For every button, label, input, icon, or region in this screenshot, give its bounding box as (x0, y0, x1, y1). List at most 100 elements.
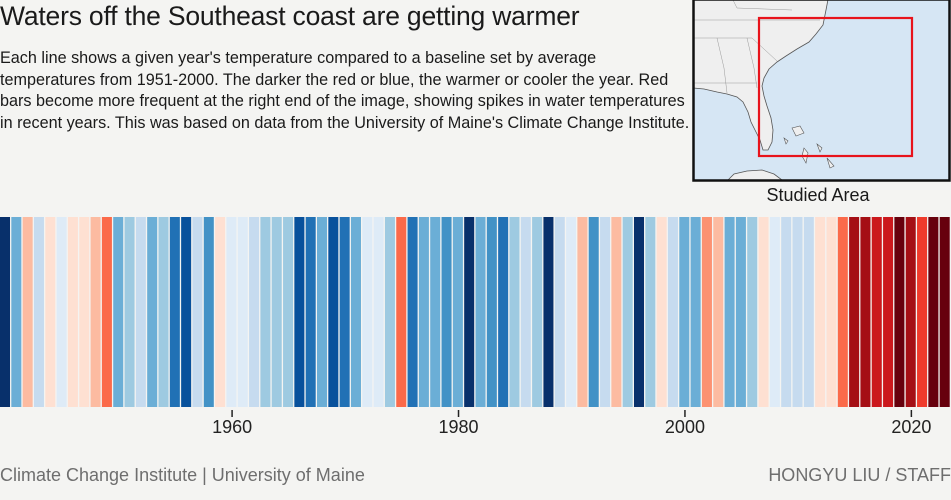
stripe-2021 (917, 217, 928, 407)
studied-area-highlight (757, 16, 914, 158)
tick-label-1960: 1960 (212, 417, 252, 437)
stripe-1947 (79, 217, 90, 407)
stripe-1985 (509, 217, 520, 407)
stripe-1958 (203, 217, 214, 407)
stripe-1940 (0, 217, 11, 407)
stripe-2022 (928, 217, 939, 407)
stripe-1961 (237, 217, 248, 407)
stripe-1959 (215, 217, 226, 407)
stripe-2019 (894, 217, 905, 407)
stripe-2016 (860, 217, 871, 407)
tick-label-2000: 2000 (665, 417, 705, 437)
stripe-2006 (747, 217, 758, 407)
stripe-1964 (271, 217, 282, 407)
stripe-1960 (226, 217, 237, 407)
stripe-1992 (588, 217, 599, 407)
stripe-1991 (577, 217, 588, 407)
chart-description: Each line shows a given year's temperatu… (0, 49, 690, 132)
stripe-1971 (350, 217, 361, 407)
stripe-1974 (384, 217, 395, 407)
stripe-1996 (634, 217, 645, 407)
source-credit: Climate Change Institute | University of… (0, 465, 365, 485)
stripe-1970 (339, 217, 350, 407)
stripe-1963 (260, 217, 271, 407)
map-caption: Studied Area (766, 185, 870, 205)
stripe-1977 (418, 217, 429, 407)
stripe-1981 (464, 217, 475, 407)
map-border (692, 0, 951, 182)
stripe-2013 (826, 217, 837, 407)
stripe-1972 (362, 217, 373, 407)
graphic-credit: HONGYU LIU / STAFF (768, 465, 951, 485)
stripe-2023 (939, 217, 950, 407)
stripe-1999 (667, 217, 678, 407)
stripe-1943 (33, 217, 44, 407)
stripe-1969 (328, 217, 339, 407)
stripe-1993 (600, 217, 611, 407)
stripe-1975 (396, 217, 407, 407)
stripe-2000 (679, 217, 690, 407)
stripe-1973 (373, 217, 384, 407)
stripe-2008 (769, 217, 780, 407)
x-axis: 1960 1980 2000 2020 (212, 410, 931, 437)
stripe-1986 (520, 217, 531, 407)
stripe-1987 (532, 217, 543, 407)
stripe-1994 (611, 217, 622, 407)
studied-area-map (692, 0, 951, 182)
stripe-1965 (283, 217, 294, 407)
stripe-1989 (554, 217, 565, 407)
stripe-1954 (158, 217, 169, 407)
stripe-2018 (883, 217, 894, 407)
stripe-2001 (690, 217, 701, 407)
stripe-1955 (169, 217, 180, 407)
stripe-1953 (147, 217, 158, 407)
stripe-1951 (124, 217, 135, 407)
stripe-2004 (724, 217, 735, 407)
map-state-lines (693, 0, 820, 94)
stripe-1976 (407, 217, 418, 407)
stripe-2017 (871, 217, 882, 407)
stripe-1990 (566, 217, 577, 407)
stripe-1978 (430, 217, 441, 407)
tick-label-2020: 2020 (891, 417, 931, 437)
stripe-1944 (45, 217, 56, 407)
stripe-1966 (294, 217, 305, 407)
stripe-2020 (905, 217, 916, 407)
stripe-1948 (90, 217, 101, 407)
stripe-1982 (475, 217, 486, 407)
stripe-1997 (645, 217, 656, 407)
chart-title: Waters off the Southeast coast are getti… (0, 1, 580, 31)
map-land (693, 0, 829, 151)
stripe-1962 (249, 217, 260, 407)
stripe-2014 (837, 217, 848, 407)
stripe-1945 (56, 217, 67, 407)
stripe-2012 (815, 217, 826, 407)
stripe-1979 (441, 217, 452, 407)
stripe-1941 (11, 217, 22, 407)
stripe-1968 (317, 217, 328, 407)
stripe-1988 (543, 217, 554, 407)
stripe-2003 (713, 217, 724, 407)
stripe-1952 (135, 217, 146, 407)
stripe-2015 (849, 217, 860, 407)
stripe-2009 (781, 217, 792, 407)
stripe-1998 (656, 217, 667, 407)
stripe-1949 (101, 217, 112, 407)
stripe-1950 (113, 217, 124, 407)
stripe-1942 (22, 217, 33, 407)
stripe-2005 (735, 217, 746, 407)
tick-label-1980: 1980 (438, 417, 478, 437)
stripe-1967 (305, 217, 316, 407)
stripe-2002 (701, 217, 712, 407)
stripe-1984 (498, 217, 509, 407)
stripe-1995 (622, 217, 633, 407)
stripe-2011 (803, 217, 814, 407)
stripe-1980 (452, 217, 463, 407)
stripe-2010 (792, 217, 803, 407)
warming-stripes (0, 217, 950, 407)
stripe-1956 (181, 217, 192, 407)
stripe-2007 (758, 217, 769, 407)
stripe-1957 (192, 217, 203, 407)
stripe-1983 (486, 217, 497, 407)
stripe-1946 (67, 217, 78, 407)
